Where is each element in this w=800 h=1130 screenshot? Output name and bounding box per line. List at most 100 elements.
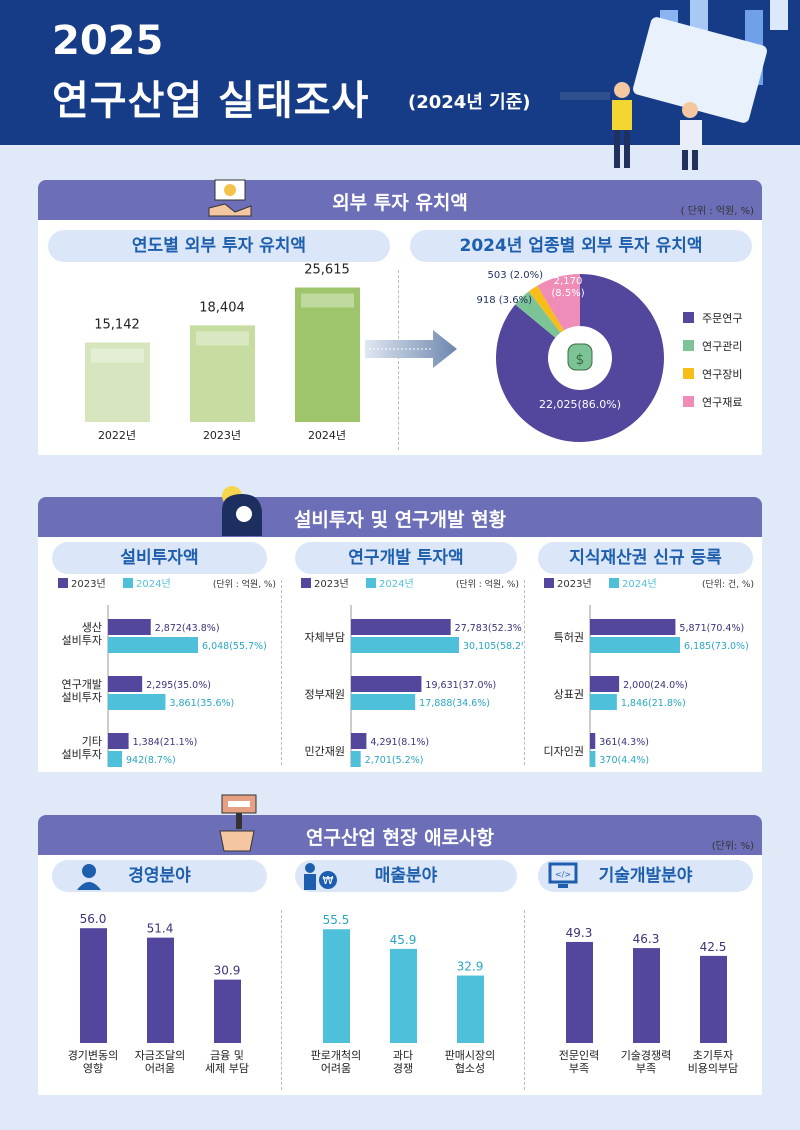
divider	[281, 910, 282, 1090]
data-label: 2,000(24.0%)	[623, 680, 688, 691]
subtitle-by-industry: 2024년 업종별 외부 투자 유치액	[410, 230, 752, 262]
money-bag-icon	[567, 343, 593, 371]
data-label: 5,871(70.4%)	[679, 623, 744, 634]
sales-difficulties-chart: 55.5 판로개척의 어려움 45.9 과다 경쟁 32.9 판매시장의 협소성	[311, 913, 496, 1075]
bar	[323, 929, 350, 1043]
legend-swatch	[683, 312, 694, 323]
bar	[214, 979, 241, 1043]
subtitle-facility: 설비투자액	[52, 542, 267, 574]
unit-label: (단위 : 억원, %)	[456, 578, 519, 590]
data-label: 55.5	[323, 913, 350, 927]
unit-label: (단위: %)	[711, 841, 754, 852]
industry-donut-chart: 22,025(86.0%) 918 (3.6%) 503 (2.0%) 2,170(8…	[477, 270, 742, 442]
unit-label: ( 단위 : 억원, %)	[680, 206, 754, 217]
subtitle-rd: 연구개발 투자액	[295, 542, 517, 574]
unit-label: (단위 : 억원, %)	[213, 578, 276, 590]
category-label: 과다 경쟁	[393, 1049, 413, 1075]
legend-label: 연구재료	[702, 396, 742, 409]
category-label: 전문인력 부족	[559, 1049, 599, 1075]
legend-label: 2024년	[622, 578, 657, 590]
data-label: 1,846(21.8%)	[621, 698, 686, 709]
data-label: 27,783(52.3%)	[455, 623, 523, 634]
data-label: 2,872(43.8%)	[155, 623, 220, 634]
data-label: 1,384(21.1%)	[133, 737, 198, 748]
data-label: 361(4.3%)	[599, 737, 649, 748]
tick-label: 2022년	[98, 429, 136, 442]
data-label: 6,185(73.0%)	[684, 641, 749, 652]
slice-label: 22,025(86.0%)	[539, 398, 621, 411]
bar	[351, 694, 416, 710]
bar	[590, 619, 676, 635]
donut-slice	[537, 274, 580, 331]
section-title: 연구산업 현장 애로사항	[305, 827, 495, 849]
data-label: 51.4	[147, 922, 174, 936]
divider	[281, 580, 282, 765]
header-title: 연구산업 실태조사	[52, 78, 370, 124]
header-basis: (2024년 기준)	[408, 92, 531, 113]
bar	[147, 937, 174, 1043]
bar-highlight	[301, 293, 354, 308]
bar	[700, 955, 727, 1043]
category-label: 민간재원	[305, 745, 345, 758]
bar	[590, 751, 596, 767]
data-label: 49.3	[566, 926, 593, 940]
bar	[390, 948, 417, 1043]
bar	[295, 287, 360, 422]
bar	[351, 637, 459, 653]
data-label: 19,631(37.0%)	[425, 680, 496, 691]
data-label: 18,404	[199, 300, 245, 315]
category-label: 자금조달의 어려움	[135, 1049, 186, 1075]
unit-label: (단위: 건, %)	[702, 579, 754, 590]
arrow-icon	[365, 330, 457, 368]
data-label: 942(8.7%)	[126, 755, 176, 766]
data-label: 32.9	[457, 960, 484, 974]
donut-slice	[528, 285, 564, 333]
header-year: 2025	[52, 18, 164, 64]
legend-label: 2023년	[71, 578, 106, 590]
legend-label: 2024년	[379, 578, 414, 590]
legend-label: 2024년	[136, 578, 171, 590]
divider	[398, 270, 399, 450]
category-label: 특허권	[554, 631, 584, 644]
subtitle-ip: 지식재산권 신규 등록	[538, 542, 753, 574]
svg-text:</>: </>	[555, 870, 571, 879]
bar-highlight	[196, 331, 249, 346]
legend-label: 연구관리	[702, 340, 742, 353]
category-label: 자체부담	[305, 631, 345, 644]
category-label: 판매시장의 협소성	[445, 1049, 496, 1075]
bar	[351, 733, 367, 749]
data-label: 30.9	[214, 964, 241, 978]
monitor-code-icon: </>	[548, 862, 578, 888]
section-header-difficulties: 연구산업 현장 애로사항 (단위: %)	[38, 815, 762, 855]
category-label: 기타 설비투자	[62, 735, 102, 761]
money-bag-icon: $	[576, 352, 585, 368]
tick-label: 2023년	[203, 429, 241, 442]
data-label: 15,142	[94, 318, 140, 333]
bar	[590, 733, 596, 749]
bar	[80, 928, 107, 1043]
subtitle-yearly: 연도별 외부 투자 유치액	[48, 230, 390, 262]
data-label: 45.9	[390, 933, 417, 947]
legend-swatch	[683, 396, 694, 407]
legend-swatch	[609, 578, 619, 588]
rd-investment-chart: 2023년 2024년 (단위 : 억원, %) 자체부담 27,783(52.3%) 3…	[301, 578, 523, 767]
category-label: 경기변동의 영향	[68, 1049, 119, 1075]
section-title: 외부 투자 유치액	[332, 192, 468, 214]
gavel-icon	[219, 794, 257, 852]
facility-rd-panel	[38, 537, 762, 772]
bar	[108, 733, 129, 749]
facility-investment-chart: 2023년 2024년 (단위 : 억원, %) 생산 설비투자 2,872(43.8%)…	[58, 578, 276, 767]
slice-label: 2,170	[554, 276, 583, 287]
data-label: 42.5	[700, 940, 727, 954]
category-label: 판로개척의 어려움	[311, 1049, 362, 1075]
data-label: 3,861(35.6%)	[169, 698, 234, 709]
data-label: 46.3	[633, 932, 660, 946]
legend-swatch	[683, 340, 694, 351]
legend-label: 주문연구	[702, 312, 742, 325]
ip-registration-chart: 2023년 2024년 (단위: 건, %) 특허권 5,871(70.4%) 6,185…	[544, 578, 754, 767]
bar	[108, 619, 151, 635]
bar	[351, 619, 451, 635]
tick-label: 2024년	[308, 429, 346, 442]
legend-swatch	[366, 578, 376, 588]
svg-text:₩: ₩	[323, 874, 334, 887]
